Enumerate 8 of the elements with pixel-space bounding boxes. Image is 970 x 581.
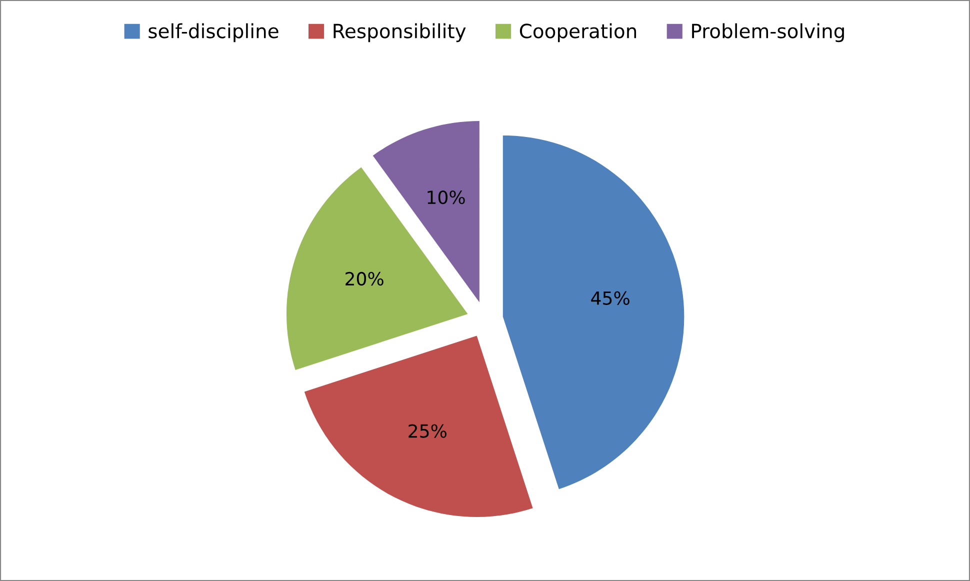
legend-label: Problem-solving [692,23,844,42]
data-label: 10% [428,190,465,204]
data-label: 25% [408,424,446,438]
legend-label: Cooperation [520,23,636,42]
data-label: 45% [591,291,630,305]
legend-label: Responsibility [334,23,466,42]
legend-label: self-discipline [148,23,278,42]
data-label: 20% [346,272,384,286]
